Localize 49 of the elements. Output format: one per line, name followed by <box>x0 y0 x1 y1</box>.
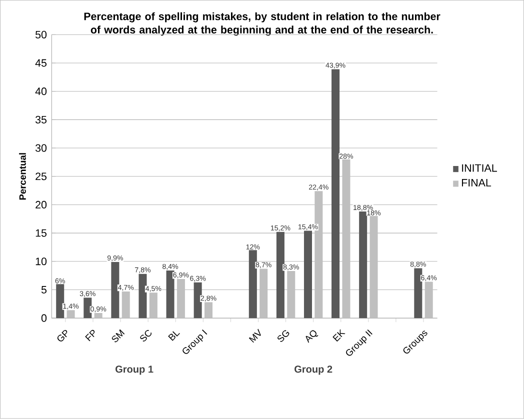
y-tick-label: 25 <box>36 172 47 180</box>
y-tick-label: 0 <box>41 314 47 322</box>
bar <box>304 230 312 318</box>
bar <box>276 232 284 318</box>
y-tick-label: 5 <box>41 286 47 294</box>
bar <box>138 274 147 318</box>
legend-label: FINAL <box>462 179 492 186</box>
bar <box>111 262 120 318</box>
y-tick-label: 20 <box>36 201 47 209</box>
x-tick-label: GP <box>57 330 68 342</box>
x-tick-label: SM <box>112 329 125 342</box>
text: Group 2 <box>294 366 332 375</box>
bar <box>359 212 368 318</box>
x-tick-label: AQ <box>306 330 318 343</box>
legend-label: INITIAL <box>462 164 497 172</box>
chart-title: Percentage of spelling mistakes, by student in relation to the number of words analyzed at the beginning and at the end of the research. <box>84 12 440 36</box>
y-tick-label: 35 <box>35 116 47 124</box>
bar <box>204 302 213 318</box>
y-tick-label: 30 <box>35 144 47 152</box>
x-tick-label: SG <box>278 330 290 342</box>
bar <box>370 216 378 318</box>
bar <box>149 292 158 318</box>
x-tick-label: MV <box>248 328 261 343</box>
bar <box>94 313 102 318</box>
y-tick-label: 50 <box>36 30 47 39</box>
x-tick-label: SC <box>140 330 152 342</box>
x-tick-label: EK <box>332 329 346 342</box>
bar <box>56 284 64 318</box>
bar <box>84 298 92 318</box>
x-tick-label: FP <box>85 330 95 342</box>
bar <box>66 310 75 318</box>
bar <box>194 282 202 318</box>
y-axis-title: Percentual <box>19 153 26 200</box>
x-tick-label: BL <box>168 331 180 341</box>
bar <box>424 282 433 318</box>
bar <box>332 69 340 318</box>
bar <box>260 268 268 318</box>
bar <box>342 159 350 318</box>
y-tick-label: 10 <box>36 258 47 266</box>
bar <box>122 292 130 318</box>
y-tick-label: 15 <box>36 229 47 237</box>
text: Group 1 <box>116 366 154 375</box>
bar <box>176 279 185 318</box>
bar <box>166 270 174 318</box>
bar <box>287 271 296 318</box>
bar <box>248 250 257 318</box>
bar <box>414 268 422 318</box>
y-tick-label: 45 <box>35 59 47 67</box>
y-tick-label: 40 <box>35 88 47 96</box>
